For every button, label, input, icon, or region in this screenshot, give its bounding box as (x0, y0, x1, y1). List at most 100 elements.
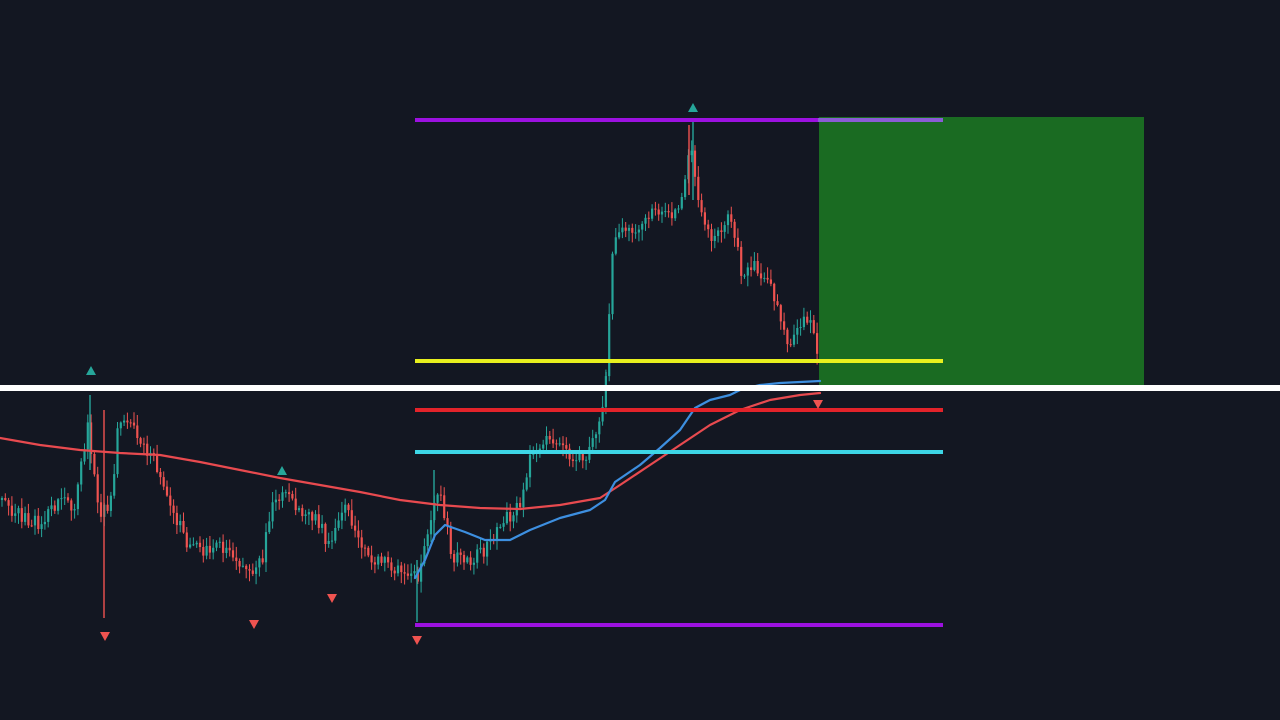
candle-body (377, 556, 380, 565)
candle-body (509, 512, 512, 522)
candle-body (799, 327, 802, 328)
candle-body (47, 509, 50, 522)
pivot-high-marker (688, 103, 698, 112)
candle-body (76, 484, 79, 510)
candle-body (786, 329, 789, 345)
candle-body (693, 150, 697, 177)
candle-body (703, 212, 706, 225)
candle-body (783, 321, 786, 330)
candle-body (558, 443, 561, 445)
pivot-low-marker (412, 636, 422, 645)
candle-body (443, 495, 446, 519)
candle-body (641, 223, 644, 230)
candle-body (314, 514, 317, 521)
candle-body (291, 494, 294, 499)
pivot-low-marker (100, 632, 110, 641)
candle-body (380, 556, 383, 563)
candle-body (426, 534, 429, 547)
candle-body (218, 541, 221, 543)
candle-body (7, 500, 10, 506)
pivot-low-marker (249, 620, 259, 629)
candle-body (231, 550, 235, 558)
candle-body (763, 277, 766, 279)
candle-body (495, 527, 499, 541)
candle-body (812, 320, 815, 334)
candle-body (202, 547, 205, 556)
candle-body (304, 514, 307, 516)
candle-body (241, 565, 244, 567)
candle-body (0, 498, 4, 500)
pivot-markers-layer (86, 103, 823, 645)
candle-body (165, 486, 169, 496)
candle-body (198, 542, 202, 547)
candle-body (40, 524, 43, 529)
candle-body (476, 549, 479, 563)
candle-body (248, 569, 251, 571)
candle-body (271, 502, 274, 522)
candle-body (578, 453, 581, 461)
candle-body (106, 504, 109, 511)
candle-body (83, 449, 86, 462)
candle-body (255, 567, 258, 574)
candle-body (713, 235, 716, 241)
candle-body (802, 316, 805, 328)
candle-body (806, 316, 809, 323)
candle-body (357, 530, 360, 538)
candle-body (730, 214, 733, 222)
candle-body (129, 422, 132, 424)
candle-body (505, 512, 508, 524)
candle-body (50, 505, 53, 510)
candle-body (528, 454, 532, 478)
pivot-low-marker (813, 400, 823, 409)
candle-body (251, 570, 254, 574)
candle-body (311, 512, 314, 521)
candle-body (24, 513, 27, 522)
candle-body (354, 525, 357, 531)
pivot-low-marker (327, 594, 337, 603)
candle-body (654, 208, 657, 210)
candle-body (403, 572, 406, 574)
candle-body (634, 232, 637, 234)
candle-body (146, 443, 149, 456)
candle-body (142, 443, 145, 445)
candle-body (743, 275, 746, 277)
candle-body (565, 445, 568, 449)
candle-body (667, 211, 670, 213)
candle-body (400, 565, 403, 573)
candle-body (707, 224, 710, 230)
candle-body (350, 510, 353, 526)
candle-body (60, 498, 63, 500)
candle-body (618, 232, 621, 238)
candle-body (756, 261, 759, 274)
candle-body (410, 573, 413, 576)
pivot-high-marker (86, 366, 96, 375)
candle-body (608, 314, 611, 377)
candle-body (621, 227, 624, 233)
candle-body (522, 489, 525, 508)
candle-body (330, 540, 334, 542)
candle-body (109, 495, 112, 511)
candle-body (720, 230, 723, 232)
candle-body (99, 502, 103, 517)
candle-body (789, 344, 792, 346)
candle-body (162, 477, 165, 487)
candle-body (525, 477, 528, 490)
candle-body (429, 520, 433, 535)
candle-body (456, 552, 459, 563)
candle-body (189, 544, 192, 548)
candle-body (235, 557, 238, 561)
candle-body (406, 573, 409, 576)
candle-body (370, 555, 373, 563)
candle-body (717, 230, 720, 236)
candle-body (222, 541, 225, 553)
pivot-high-marker (277, 466, 287, 475)
candle-body (363, 547, 367, 549)
candle-body (647, 217, 650, 219)
candle-body (10, 505, 13, 516)
candle-body (37, 515, 40, 529)
candle-body (14, 513, 17, 516)
candle-body (264, 532, 268, 563)
candle-body (113, 474, 116, 496)
